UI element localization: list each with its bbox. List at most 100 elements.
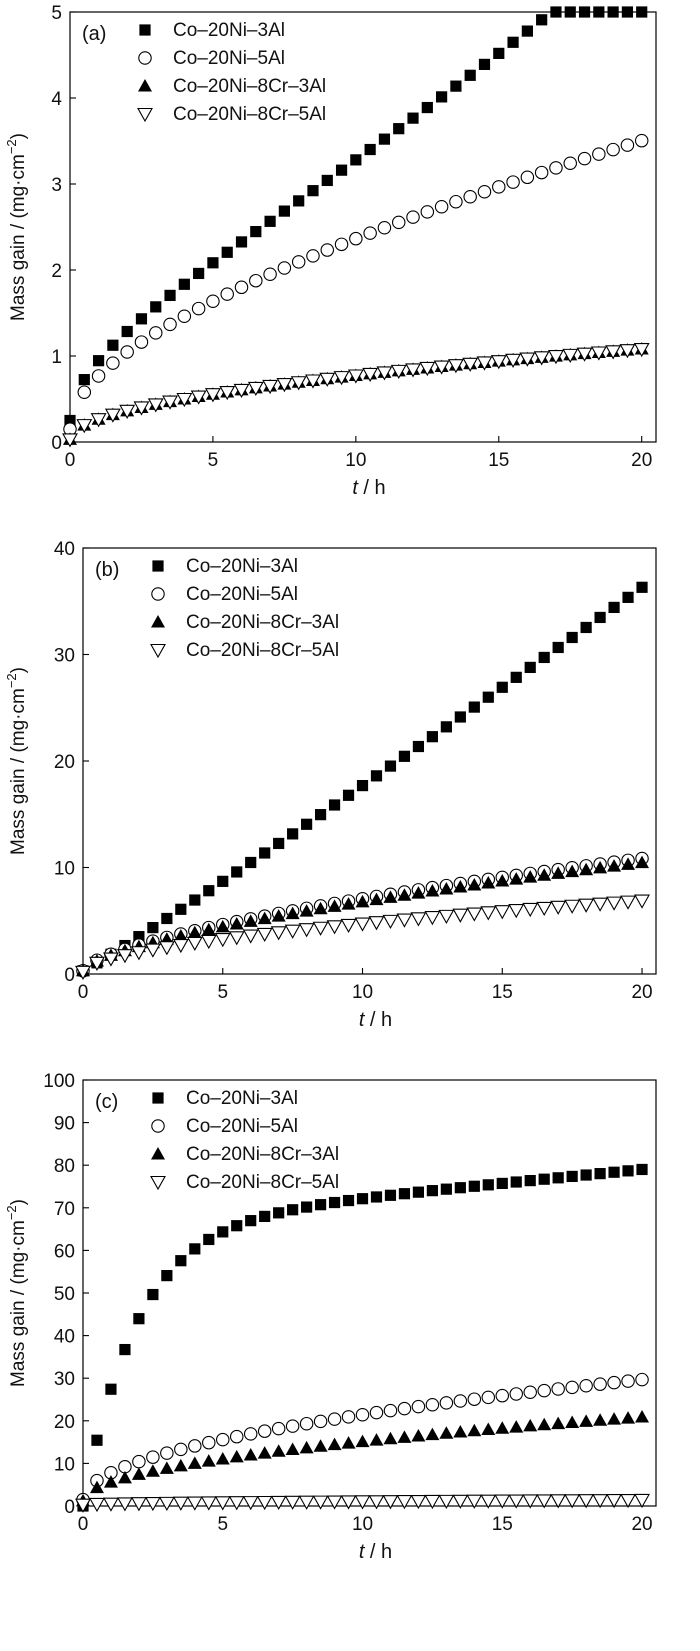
x-tick-label: 10 <box>345 450 366 471</box>
data-point <box>564 899 581 914</box>
chart-panel-a: 0 5 10 15 20 0 1 2 3 4 5 t / h Mass gain / (mg·cm−2)… <box>4 3 657 499</box>
data-point <box>419 361 436 377</box>
data-point <box>622 591 634 603</box>
series-3 <box>75 894 650 980</box>
data-point <box>161 1270 173 1282</box>
data-point <box>620 1493 636 1509</box>
legend-entry: Co–20Ni–8Cr–3Al <box>173 76 326 97</box>
data-point <box>635 855 650 869</box>
data-point <box>193 267 205 280</box>
data-point <box>405 363 421 378</box>
data-point <box>536 1494 553 1509</box>
data-point <box>158 941 175 956</box>
data-point <box>262 379 279 395</box>
data-point <box>635 1372 649 1387</box>
legend-marker <box>139 24 151 36</box>
series-3 <box>75 1493 650 1513</box>
data-point <box>229 1449 244 1463</box>
data-point <box>105 1383 117 1395</box>
data-point <box>356 1193 369 1205</box>
data-point <box>523 1418 538 1432</box>
x-axis-label: t / h <box>352 477 385 499</box>
data-point <box>620 895 636 910</box>
data-point <box>424 1494 441 1510</box>
data-point <box>189 1243 201 1255</box>
data-point <box>257 1446 272 1459</box>
data-point <box>493 47 505 59</box>
data-point <box>477 185 492 199</box>
data-point <box>481 875 496 889</box>
data-point <box>216 1432 230 1447</box>
data-point <box>149 326 163 340</box>
data-point <box>291 255 306 269</box>
data-point <box>506 175 520 189</box>
data-point <box>548 350 564 365</box>
data-point <box>578 898 595 913</box>
data-point <box>200 1496 217 1511</box>
data-point <box>593 1413 608 1426</box>
data-point <box>607 6 619 18</box>
data-point <box>90 413 107 428</box>
data-point <box>215 1451 230 1465</box>
data-point <box>607 859 622 872</box>
data-point <box>376 366 393 381</box>
data-point <box>476 356 493 371</box>
y-tick-label: 40 <box>54 1327 75 1348</box>
data-point <box>466 1494 483 1509</box>
data-point <box>552 1172 564 1184</box>
legend-entry: Co–20Ni–8Cr–5Al <box>186 640 339 661</box>
data-point <box>467 1423 482 1437</box>
data-point <box>231 1220 243 1232</box>
data-point <box>362 367 379 383</box>
legend-marker <box>152 1092 164 1104</box>
data-point <box>347 369 364 384</box>
data-point <box>533 351 550 366</box>
data-point <box>147 398 164 413</box>
data-point <box>390 364 407 380</box>
data-point <box>231 866 243 878</box>
data-point <box>158 1496 175 1512</box>
data-point <box>383 1403 398 1418</box>
data-point <box>92 355 105 367</box>
data-point <box>312 1495 329 1510</box>
data-point <box>606 896 623 911</box>
data-point <box>439 1426 454 1439</box>
data-point <box>186 1496 203 1511</box>
data-point <box>536 14 548 26</box>
data-point <box>271 909 286 922</box>
data-point <box>313 1414 328 1429</box>
legend-entry: Co–20Ni–3Al <box>186 1088 298 1109</box>
legend-marker <box>151 1147 165 1160</box>
legend-marker <box>151 1119 165 1133</box>
data-point <box>564 6 576 18</box>
data-point <box>159 1461 174 1474</box>
data-point <box>335 164 348 176</box>
data-point <box>326 920 343 935</box>
y-tick-label: 60 <box>54 1241 75 1262</box>
data-point <box>250 225 262 238</box>
data-point <box>410 912 427 927</box>
panel-label: (a) <box>82 23 106 45</box>
data-point <box>579 1378 593 1393</box>
data-point <box>355 1407 370 1422</box>
plot-frame <box>69 11 657 443</box>
data-point <box>411 886 426 899</box>
legend-marker <box>138 79 152 92</box>
series-2 <box>63 342 649 445</box>
legend-entry: Co–20Ni–5Al <box>186 584 298 605</box>
data-point <box>453 879 468 893</box>
data-point <box>494 1494 511 1509</box>
data-point <box>621 1411 636 1424</box>
data-point <box>606 142 620 157</box>
data-point <box>257 1424 272 1438</box>
data-point <box>264 215 276 227</box>
series-0 <box>77 1163 648 1512</box>
data-point <box>313 901 328 915</box>
data-point <box>257 911 272 925</box>
x-tick-label: 20 <box>631 450 652 471</box>
data-point <box>369 1433 384 1446</box>
data-point <box>482 1179 494 1191</box>
data-point <box>377 220 392 235</box>
data-point <box>383 1431 398 1445</box>
